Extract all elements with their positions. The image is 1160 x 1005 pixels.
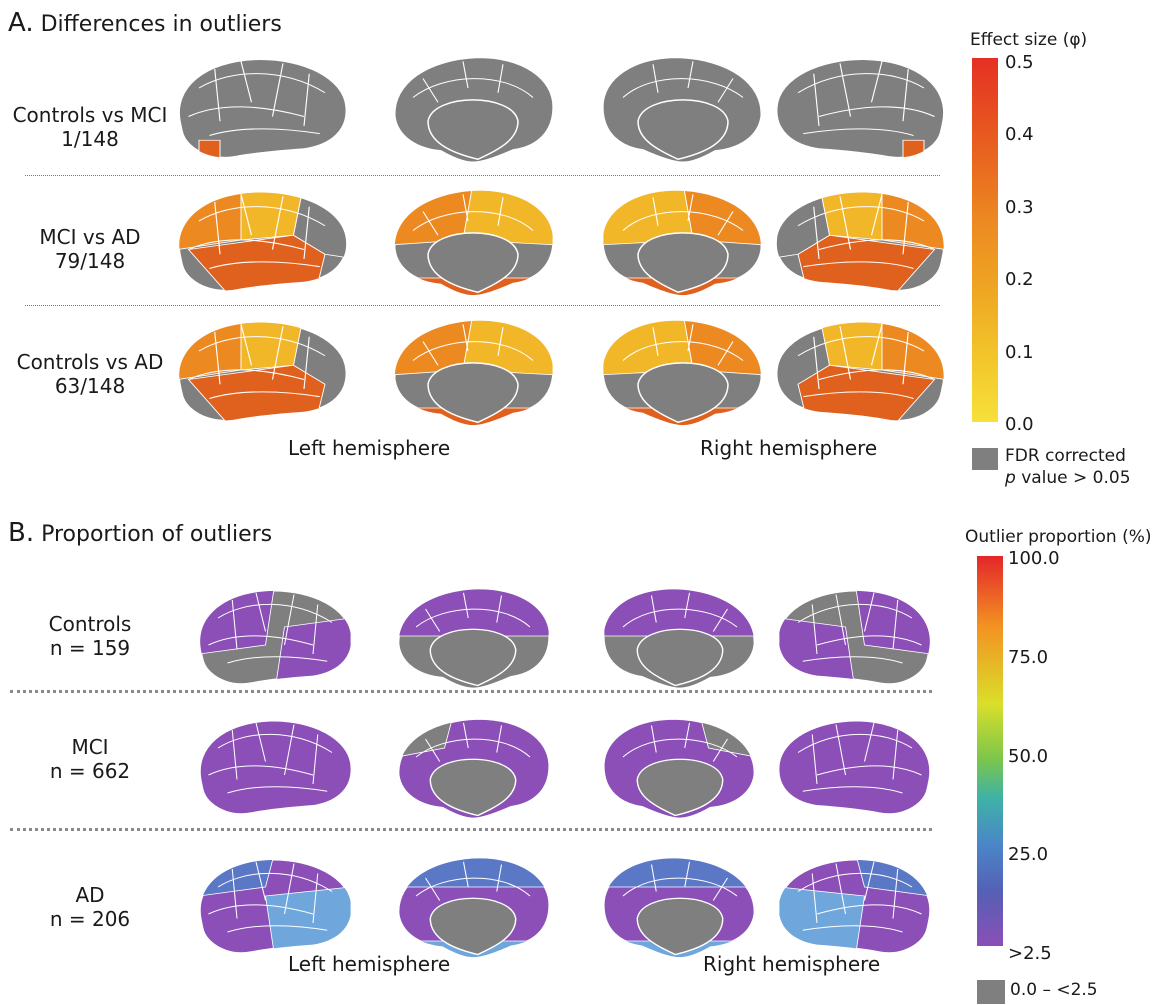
- panel-b-legend-title: Outlier proportion (%): [965, 527, 1152, 547]
- panel-b-row-label-2: MCI n = 662: [20, 735, 160, 783]
- fdr-label-line1: FDR corrected: [1005, 446, 1126, 466]
- panel-b-tick-label: >2.5: [1008, 943, 1052, 964]
- row-label-line2: n = 159: [49, 636, 131, 660]
- panel-a-letter: A.: [8, 8, 34, 38]
- panel-a-tick-label: 0.0: [1005, 414, 1034, 435]
- brain-b-r3-c2: [398, 857, 550, 958]
- panel-a-colorbar-ticks: 0.5 0.4 0.3 0.2 0.1 0.0: [1005, 52, 1065, 435]
- panel-b-tick-label: 25.0: [1008, 844, 1049, 866]
- panel-a-fdr-swatch: [972, 448, 998, 470]
- panel-a-title-text: Differences in outliers: [40, 12, 282, 37]
- panel-b-tick-label: 50.0: [1008, 745, 1049, 767]
- panel-a-tick-label: 0.5: [1005, 52, 1034, 73]
- brain-a-r1-c4: [776, 58, 945, 158]
- brain-b-r2-c3: [603, 718, 755, 819]
- fdr-label-italic: p: [1005, 468, 1016, 488]
- fdr-label-rest: value > 0.05: [1015, 468, 1131, 488]
- row-label-line2: n = 662: [49, 759, 131, 783]
- brain-b-r2-c2: [398, 718, 550, 819]
- row-label-line1: MCI: [71, 735, 109, 759]
- panel-b-zero-label: 0.0 – <2.5: [1010, 980, 1098, 1000]
- panel-b-separator-2: [10, 828, 932, 831]
- panel-a-tick-label: 0.3: [1005, 196, 1034, 218]
- panel-a-row-label-1: Controls vs MCI 1/148: [5, 103, 175, 151]
- panel-b-brain-grid: [199, 588, 931, 958]
- row-label-line2: 1/148: [61, 127, 119, 151]
- brain-b-r1-c3: [603, 588, 755, 689]
- panel-a-row-label-2: MCI vs AD 79/148: [5, 225, 175, 273]
- panel-a-row-label-3: Controls vs AD 63/148: [5, 350, 175, 398]
- panel-b-right-hemisphere-label: Right hemisphere: [703, 952, 881, 976]
- brain-b-r1-c2: [398, 588, 550, 689]
- panel-b-title-text: Proportion of outliers: [41, 522, 273, 547]
- panel-b-letter: B.: [8, 518, 35, 548]
- brain-b-r3-c4: [778, 859, 931, 954]
- panel-b-zero-swatch: [977, 980, 1005, 1004]
- brain-a-r3-c1: [178, 321, 347, 421]
- panel-b-colorbar: [977, 556, 1003, 946]
- panel-b-title: B. Proportion of outliers: [8, 518, 272, 548]
- row-label-line1: Controls vs MCI: [12, 103, 168, 127]
- panel-a-tick-label: 0.1: [1005, 341, 1034, 363]
- brain-b-r1-c1: [199, 590, 352, 685]
- panel-b-left-hemisphere-label: Left hemisphere: [288, 952, 451, 976]
- brain-a-r1-c2: [394, 57, 554, 163]
- panel-a-tick-label: 0.2: [1005, 269, 1034, 291]
- row-label-line1: AD: [75, 883, 105, 907]
- panel-b-colorbar-ticks: 100.0 75.0 50.0 25.0 >2.5: [1008, 548, 1078, 964]
- brain-b-r2-c4: [778, 720, 931, 815]
- panel-a-colorbar: [972, 58, 998, 422]
- brain-b-r3-c1: [199, 859, 352, 954]
- panel-a-separator-1: [25, 175, 940, 176]
- fdr-label-line2: p value > 0.05: [1005, 467, 1131, 489]
- panel-a-legend-title: Effect size (φ): [970, 30, 1088, 50]
- panel-a-tick-label: 0.4: [1005, 124, 1034, 146]
- panel-b-row-label-1: Controls n = 159: [20, 612, 160, 660]
- row-label-line2: 63/148: [54, 374, 126, 398]
- brain-a-r1-c3: [602, 57, 762, 163]
- panel-b-row-label-3: AD n = 206: [20, 883, 160, 931]
- panel-a-right-hemisphere-label: Right hemisphere: [700, 436, 878, 460]
- row-label-line1: Controls: [48, 612, 132, 636]
- panel-a-brain-grid: [178, 57, 945, 426]
- brain-b-r1-c4: [778, 590, 931, 685]
- panel-a-separator-2: [25, 305, 940, 306]
- row-label-line2: 79/148: [54, 249, 126, 273]
- panel-b-tick-label: 100.0: [1008, 548, 1060, 569]
- panel-a-title: A. Differences in outliers: [8, 8, 282, 38]
- panel-a-left-hemisphere-label: Left hemisphere: [288, 436, 451, 460]
- panel-a-fdr-label: FDR corrected p value > 0.05: [1005, 445, 1131, 489]
- row-label-line1: Controls vs AD: [16, 350, 164, 374]
- panel-b-separator-1: [10, 690, 932, 693]
- row-label-line1: MCI vs AD: [39, 225, 141, 249]
- brain-b-r2-c1: [199, 720, 352, 815]
- row-label-line2: n = 206: [49, 907, 131, 931]
- brain-b-r3-c3: [603, 857, 755, 958]
- panel-b-tick-label: 75.0: [1008, 646, 1049, 668]
